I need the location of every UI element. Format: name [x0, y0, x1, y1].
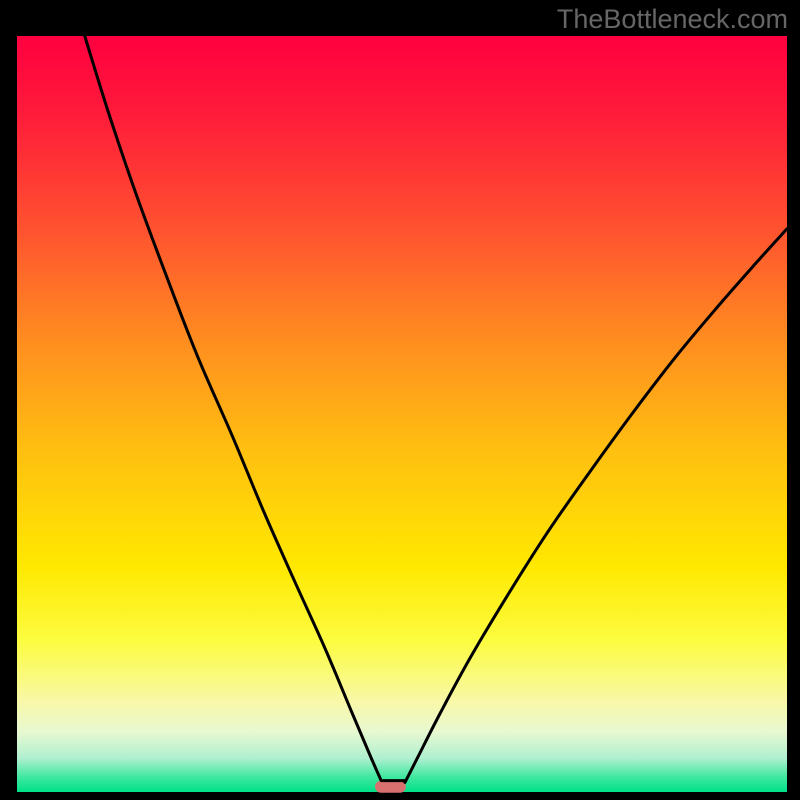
bottleneck-curve-chart: [0, 0, 800, 800]
plot-background: [17, 36, 787, 792]
optimal-marker: [375, 781, 406, 793]
chart-stage: TheBottleneck.com: [0, 0, 800, 800]
watermark-text: TheBottleneck.com: [557, 4, 788, 35]
